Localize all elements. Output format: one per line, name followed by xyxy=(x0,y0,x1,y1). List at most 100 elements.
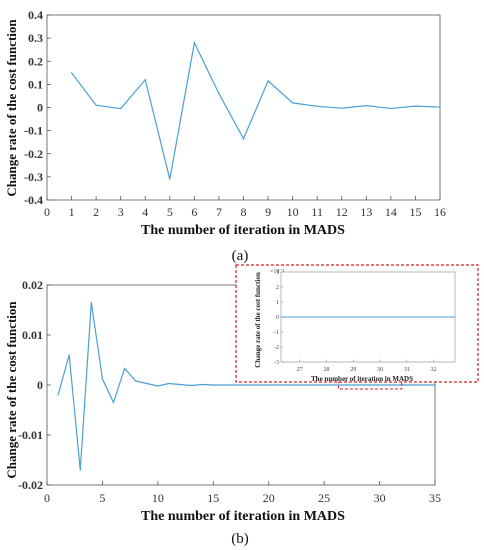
chart-a-data-point xyxy=(242,138,245,140)
chart-b-data-point xyxy=(323,384,325,386)
chart-a-data-point xyxy=(316,105,318,107)
chart-a-x-tick-label: 6 xyxy=(191,205,197,219)
chart-b-data-point xyxy=(290,384,292,386)
chart-a-data-point xyxy=(414,105,417,107)
chart-b-data-point xyxy=(334,384,336,386)
chart-a-x-tick-label: 0 xyxy=(44,205,50,219)
chart-a-x-tick-label: 7 xyxy=(216,205,222,219)
chart-a-data-point xyxy=(193,42,195,44)
chart-b-y-tick-label: 0.01 xyxy=(22,328,43,342)
inset-xlabel: The number of iteration in MADS xyxy=(311,375,413,383)
chart-b-data-point xyxy=(90,301,92,304)
chart-a-x-tick-label: 14 xyxy=(385,205,397,219)
chart-a-x-tick-label: 5 xyxy=(167,205,173,219)
chart-a-x-tick-label: 1 xyxy=(69,205,75,219)
inset-x-tick-label: 29 xyxy=(350,367,356,373)
chart-a-ylabel: Change rate of the cost function xyxy=(4,19,19,197)
chart-a-data-point xyxy=(341,107,343,109)
chart-b-y-tick-label: 0.02 xyxy=(22,278,43,292)
chart-a-data-point xyxy=(120,108,122,110)
chart-b-data-point xyxy=(57,394,59,396)
chart-b-data-point xyxy=(79,469,81,471)
chart-a-x-tick-label: 9 xyxy=(265,205,271,219)
chart-panel-b: Change rate of the cost function The num… xyxy=(4,278,441,524)
chart-a-data-point xyxy=(292,102,294,104)
chart-a-data-point xyxy=(70,72,73,74)
chart-b-data-point xyxy=(201,383,203,386)
chart-a-y-tick-label: -0.1 xyxy=(24,124,43,138)
chart-a-x-tick-label: 8 xyxy=(241,205,247,219)
inset-y-tick-label: 3 xyxy=(276,270,279,276)
inset-ylabel: Change rate of the cost function xyxy=(254,272,262,368)
inset-y-tick-label: -1 xyxy=(274,330,279,336)
chart-panel-a: Change rate of the cost function The num… xyxy=(4,8,446,238)
chart-b-data-point xyxy=(124,367,126,370)
chart-a-x-tick-label: 16 xyxy=(434,205,446,219)
chart-a-xlabel: The number of iteration in MADS xyxy=(141,223,345,238)
chart-b-data-point xyxy=(434,384,436,386)
chart-b-x-tick-label: 35 xyxy=(429,491,441,505)
chart-b-data-point xyxy=(223,384,225,386)
inset-y-tick-label: 1 xyxy=(276,300,279,306)
chart-b-x-tick-label: 0 xyxy=(44,491,50,505)
inset-x-tick-label: 32 xyxy=(431,367,437,373)
chart-b-data-point xyxy=(135,380,137,382)
chart-b-data-point xyxy=(390,384,392,386)
chart-a-x-tick-label: 3 xyxy=(118,205,124,219)
inset-y-tick-label: -2 xyxy=(274,345,279,351)
chart-a-y-tick-label: -0.4 xyxy=(24,193,43,207)
chart-b-x-tick-label: 30 xyxy=(374,491,386,505)
chart-a-y-tick-label: 0.2 xyxy=(28,54,43,68)
chart-b-data-point xyxy=(367,384,370,386)
chart-b-data-point xyxy=(345,384,347,386)
chart-b-data-point xyxy=(212,384,214,386)
chart-b-data-point xyxy=(412,384,414,386)
chart-b-y-tick-label: -0.01 xyxy=(18,428,43,442)
chart-a-x-tick-label: 13 xyxy=(360,205,372,219)
chart-a-x-tick-label: 10 xyxy=(287,205,299,219)
chart-b-data-point xyxy=(312,384,314,386)
inset-zoom-chart: Change rate of the cost function The num… xyxy=(235,264,479,383)
chart-a-data-point xyxy=(218,93,220,95)
inset-y-tick-label: 0 xyxy=(276,315,279,321)
inset-y-tick-label: 2 xyxy=(276,285,279,291)
inset-x-tick-label: 28 xyxy=(324,367,330,373)
chart-b-data-point xyxy=(112,401,115,404)
panel-label-a: (a) xyxy=(232,248,249,264)
chart-a-x-tick-label: 12 xyxy=(336,205,348,219)
chart-b-data-point xyxy=(234,384,237,386)
chart-b-data-point xyxy=(245,384,248,386)
chart-b-data-point xyxy=(268,384,270,386)
chart-b-data-point xyxy=(423,384,425,386)
chart-b-data-point xyxy=(157,385,159,387)
chart-b-y-tick-label: -0.02 xyxy=(18,478,43,492)
chart-a-series-line xyxy=(71,40,441,180)
inset-x-tick-label: 31 xyxy=(404,367,410,373)
chart-a-y-tick-label: -0.2 xyxy=(24,147,43,161)
chart-b-data-point xyxy=(356,384,358,386)
chart-a-data-point xyxy=(439,106,441,108)
chart-b-x-tick-label: 25 xyxy=(318,491,330,505)
inset-x-tick-label: 30 xyxy=(377,367,383,373)
chart-a-x-tick-label: 2 xyxy=(93,205,99,219)
chart-b-data-point xyxy=(101,378,104,380)
chart-b-data-point xyxy=(179,383,181,386)
chart-b-x-tick-label: 20 xyxy=(263,491,275,505)
chart-a-y-tick-label: 0.3 xyxy=(28,31,43,45)
chart-a-y-tick-label: -0.3 xyxy=(24,170,43,184)
chart-b-data-point xyxy=(68,354,70,356)
chart-a-y-tick-label: 0.1 xyxy=(28,77,43,91)
chart-a-x-tick-label: 11 xyxy=(311,205,323,219)
chart-b-data-point xyxy=(378,384,381,386)
chart-b-ylabel: Change rate of the cost function xyxy=(4,301,19,479)
chart-b-x-tick-label: 5 xyxy=(99,491,105,505)
chart-a-data-point xyxy=(144,79,146,81)
chart-a-y-tick-label: 0 xyxy=(37,101,43,115)
chart-a-data-point xyxy=(365,105,367,107)
chart-b-data-point xyxy=(257,384,259,386)
chart-a-y-tick-label: 0.4 xyxy=(28,8,43,22)
chart-b-data-point xyxy=(168,382,170,385)
chart-b-x-tick-label: 15 xyxy=(207,491,219,505)
chart-a-data-point xyxy=(95,104,97,106)
